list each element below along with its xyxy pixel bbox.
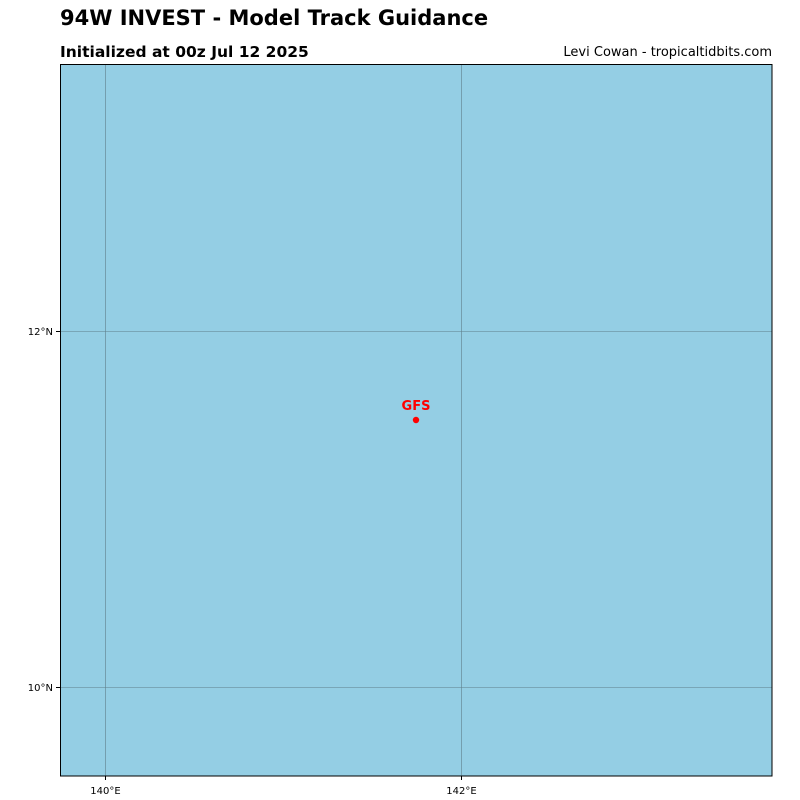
map-frame — [60, 64, 773, 777]
lon-tick-label: 142°E — [446, 786, 476, 797]
lon-tick-label: 140°E — [90, 786, 120, 797]
track-point — [412, 416, 420, 424]
axis-ticks: 140°E 142°E 12°N 10°N — [28, 327, 477, 797]
graticule — [60, 64, 772, 776]
init-time-subtitle: Initialized at 00z Jul 12 2025 — [60, 43, 309, 61]
model-label: GFS — [402, 399, 431, 414]
lat-tick-label: 12°N — [28, 327, 53, 338]
chart-title: 94W INVEST - Model Track Guidance — [60, 6, 489, 30]
lat-tick-label: 10°N — [28, 683, 53, 694]
credit-text: Levi Cowan - tropicaltidbits.com — [563, 45, 772, 60]
model-tracks: GFS — [402, 399, 431, 424]
